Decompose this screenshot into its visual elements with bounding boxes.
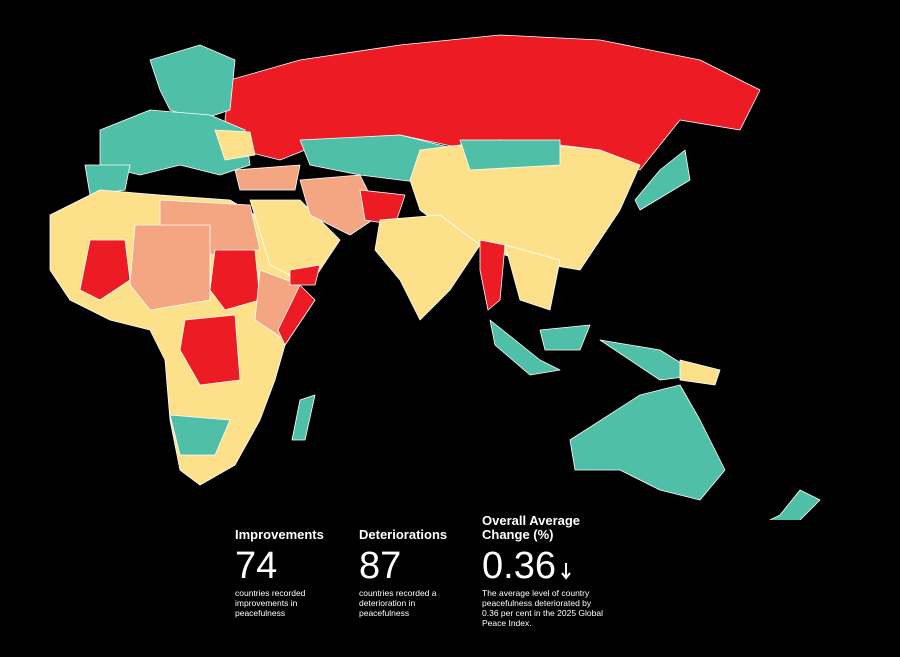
southeast-asia	[504, 244, 561, 311]
japan	[634, 149, 691, 211]
myanmar	[479, 239, 506, 311]
turkey	[234, 164, 301, 191]
stat-description: The average level of country peacefulnes…	[482, 588, 603, 628]
papua-new-guinea	[679, 359, 721, 386]
stat-value: 87	[359, 545, 402, 587]
stat-value-row: 0.36	[482, 546, 607, 586]
stat-description: countries recorded improvements in peace…	[235, 588, 306, 618]
drc	[179, 314, 241, 386]
sahel	[129, 224, 211, 311]
mali	[79, 239, 131, 301]
southern-africa	[169, 414, 231, 456]
sudan	[209, 249, 261, 311]
borneo	[539, 324, 591, 351]
stat-title: Deteriorations	[359, 527, 448, 542]
stat-deteriorations: Deteriorations 87 countries recorded a d…	[359, 527, 469, 619]
madagascar	[291, 394, 316, 441]
yemen	[289, 264, 321, 286]
stat-description: countries recorded a deterioration in pe…	[359, 588, 437, 618]
stat-value: 74	[235, 545, 278, 587]
ukraine	[214, 129, 256, 161]
stat-overall-change: Overall Average Change (%) 0.36 The aver…	[482, 513, 607, 629]
world-map	[49, 34, 821, 520]
stat-improvements: Improvements 74 countries recorded impro…	[235, 527, 345, 619]
stat-title: Improvements	[235, 527, 324, 542]
stat-title: Overall Average Change (%)	[482, 513, 581, 542]
down-arrow-icon	[561, 563, 571, 580]
iberia	[84, 164, 131, 196]
arabia	[249, 199, 341, 286]
mongolia	[459, 139, 561, 171]
new-zealand	[769, 489, 821, 520]
india	[374, 214, 481, 321]
scandinavia	[149, 44, 236, 121]
somalia	[277, 284, 316, 346]
australia	[569, 384, 726, 501]
stat-value: 0.36	[482, 545, 556, 587]
sumatra	[489, 319, 561, 376]
russia	[224, 34, 761, 171]
